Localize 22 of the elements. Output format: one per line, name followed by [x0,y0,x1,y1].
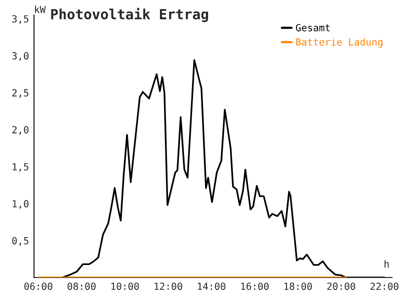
x-tick-label: 22:00 [370,282,398,290]
x-axis-title: h [384,260,389,268]
y-tick-label: 3,5 [12,15,28,24]
legend-label: Batterie Ladung [296,38,382,48]
x-tick-label: 20:00 [327,282,356,290]
chart-title: Photovoltaik Ertrag [51,8,208,22]
x-tick-label: 12:00 [154,282,182,290]
x-tick-label: 08:00 [68,282,96,290]
y-tick-label: 2,5 [12,89,28,98]
x-tick-label: 18:00 [284,282,312,290]
x-tick-label: 16:00 [241,282,269,290]
y-tick-label: 1,0 [12,200,29,209]
legend-label: Gesamt [296,24,330,32]
x-tick-label: 10:00 [111,282,139,290]
y-axis-title: kW [35,6,46,13]
line-series [61,59,386,278]
x-tick-label: 06:00 [24,282,52,290]
x-tick-label: 14:00 [198,282,226,290]
y-tick-label: 0,5 [12,237,28,246]
y-tick-label: 1,5 [12,163,28,172]
y-tick-label: 3,0 [12,52,29,61]
y-tick-label: 2,0 [12,126,29,135]
